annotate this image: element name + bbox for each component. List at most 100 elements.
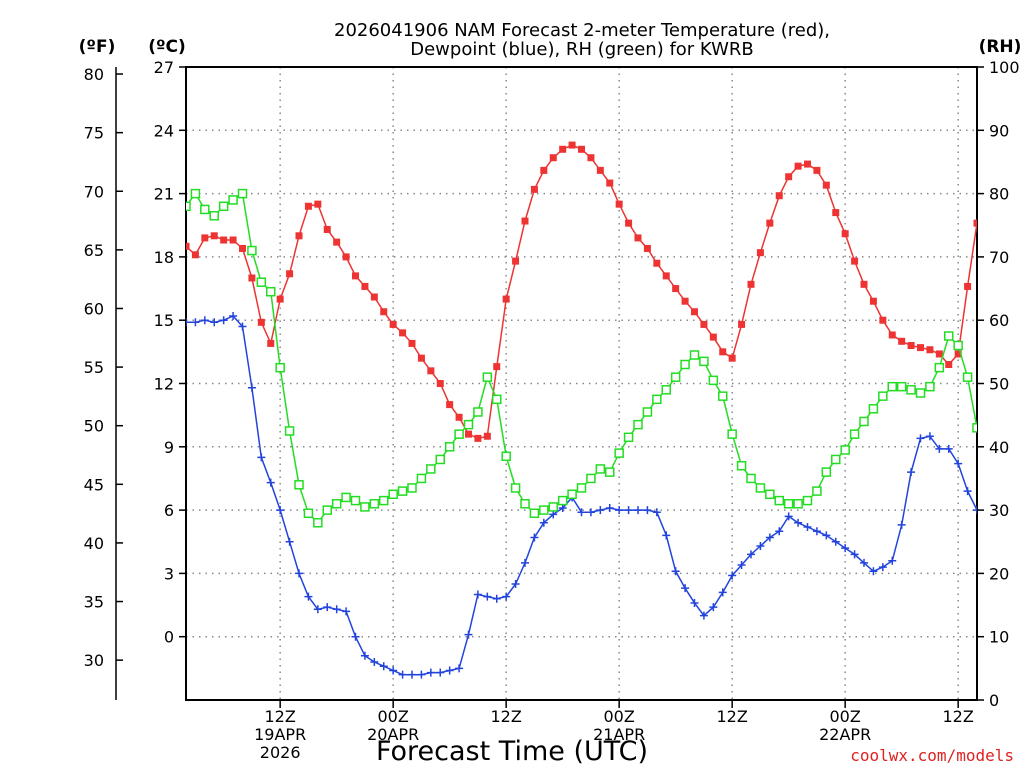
rh-point [539,505,549,515]
rh-point [284,426,295,436]
unit-f-label: (ºF) [79,37,116,57]
dewpoint-point [276,506,285,515]
c-tick-label: 24 [154,121,174,140]
rh-point [972,423,977,433]
dewpoint-point [511,579,520,588]
temperature-point [615,200,623,208]
rh-point [992,474,1000,482]
dewpoint-point [191,318,200,327]
rh-point [595,464,606,474]
dewpoint-point [982,527,990,535]
rh-point [849,429,860,439]
rh-tick-label: 0 [989,691,999,710]
temperature-point [455,413,463,421]
x-tick-label-date: 21APR [593,725,645,744]
rh-point [802,495,813,506]
temperature-point [926,346,934,354]
rh-point [831,454,841,465]
rh-point [718,391,728,401]
temperature-point [361,282,369,290]
temperature-point [653,259,661,267]
rh-point [953,340,963,351]
rh-point [548,502,558,512]
dewpoint-point [718,588,727,597]
temperature-point [408,339,416,347]
dewpoint-point [295,569,303,578]
dewpoint-point [841,544,850,553]
series-dewpoint [186,311,990,679]
dewpoint-point [483,592,492,601]
temperature-point [342,253,350,261]
temperature-point [785,173,793,181]
c-tick-label: 12 [154,375,174,394]
temperature-point [323,225,331,233]
axes [115,66,984,708]
temperature-point [587,154,595,162]
rh-point [793,499,803,509]
temperature-point [304,202,312,210]
watermark-text: coolwx.com/models [850,746,1014,765]
temperature-point [483,432,491,440]
dewpoint-point [784,512,793,521]
dewpoint-point [624,506,633,515]
rh-point [661,385,671,395]
dewpoint-point [436,668,445,677]
rh-point [576,483,587,493]
temperature-point [719,348,727,356]
temperature-point [973,219,977,227]
temperature-point [465,430,472,438]
f-tick-label: 30 [84,651,104,670]
rh-tick-label: 70 [989,248,1009,267]
rh-point [746,473,756,484]
rh-point [313,518,323,528]
c-tick-label: 0 [164,628,174,647]
rh-point [783,499,794,509]
dewpoint-point [238,322,247,331]
f-tick-label: 65 [84,241,104,260]
temperature-point [267,339,275,347]
dewpoint-point [822,531,831,540]
rh-point [369,499,380,509]
rh-point [294,480,304,490]
f-tick-label: 60 [84,299,104,318]
rh-point [218,201,229,212]
rh-point [331,499,342,509]
dewpoint-point [351,632,360,641]
temperature-point [813,166,821,174]
grid-lines [186,66,977,700]
rh-point [444,442,455,452]
temperature-point [220,236,228,244]
dewpoint-point [257,453,266,462]
rh-point [982,462,990,470]
temperature-point [314,200,322,208]
rh-point [482,372,493,382]
x-tick-label-time: 00Z [604,707,635,726]
rh-point [962,372,973,382]
rh-point [906,385,916,395]
rh-point [510,483,521,493]
temperature-point [568,141,576,149]
c-tick-label: 21 [154,185,174,204]
temperature-point [493,363,501,371]
dewpoint-point [681,584,690,593]
rh-point [266,286,276,297]
dewpoint-point [530,533,539,542]
dewpoint-point [888,556,897,565]
temperature-point [766,219,774,227]
rh-point [407,483,417,493]
dewpoint-point [756,541,765,550]
temperature-point [756,249,764,257]
rh-point [520,499,530,509]
dewpoint-point [954,459,963,468]
f-tick-label: 40 [84,534,104,553]
dewpoint-point [747,550,755,559]
dewpoint-point [869,567,878,576]
rh-point [190,188,201,199]
rh-tick-label: 30 [989,501,1009,520]
rh-point [186,201,191,212]
temperature-point [239,244,246,252]
dewpoint-point [342,607,351,616]
temperature-point [681,297,689,305]
